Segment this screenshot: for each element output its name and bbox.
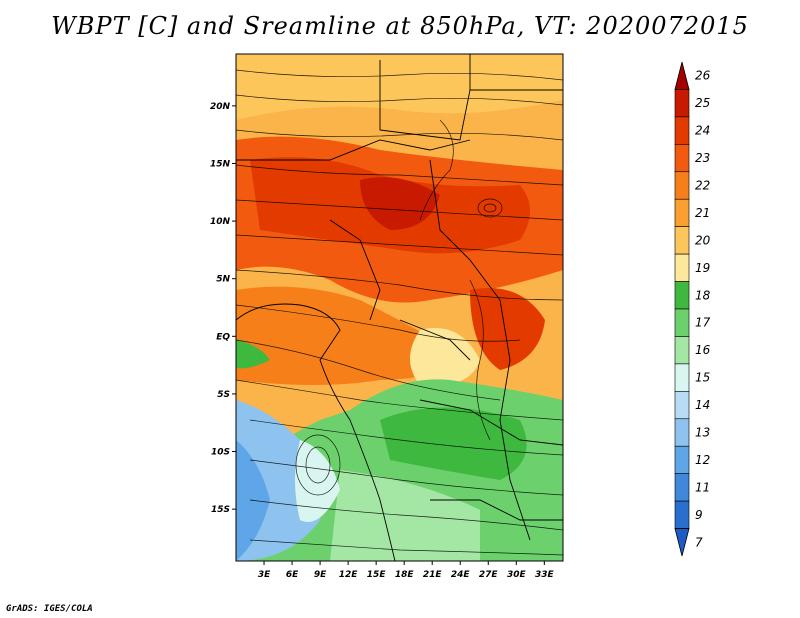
colorbar-label: 21 bbox=[695, 206, 710, 220]
colorbar-label: 22 bbox=[695, 179, 710, 193]
colorbar-label: 9 bbox=[695, 508, 703, 522]
lon-tick-label: 18E bbox=[395, 570, 415, 580]
latitude-axis: 20N 15N 10N 5N EQ 5S 10S 15S bbox=[210, 102, 236, 515]
lat-tick-label: 10S bbox=[211, 448, 230, 458]
colorbar-swatch bbox=[674, 116, 690, 145]
lat-tick-label: EQ bbox=[216, 332, 230, 342]
colorbar-swatch bbox=[674, 336, 690, 365]
colorbar-swatch bbox=[674, 391, 690, 420]
colorbar-swatch bbox=[674, 226, 690, 255]
map-frame bbox=[235, 53, 564, 562]
colorbar-swatch bbox=[674, 89, 690, 118]
colorbar-label: 25 bbox=[695, 96, 710, 110]
lon-tick-label: 3E bbox=[258, 570, 271, 580]
lat-tick-label: 20N bbox=[210, 102, 231, 112]
map-title: WBPT [C] and Sreamline at 850hPa, VT: 20… bbox=[51, 12, 749, 40]
lon-tick-label: 24E bbox=[451, 570, 471, 580]
colorbar-label: 19 bbox=[695, 261, 710, 275]
colorbar-swatch bbox=[674, 418, 690, 447]
colorbar-label: 23 bbox=[695, 151, 710, 165]
colorbar-label: 20 bbox=[695, 233, 711, 247]
colorbar-label: 15 bbox=[695, 371, 710, 385]
colorbar-swatch bbox=[674, 171, 690, 200]
coastlines bbox=[236, 54, 563, 561]
colorbar-swatch bbox=[674, 308, 690, 337]
colorbar-swatch bbox=[674, 500, 690, 529]
grads-credit: GrADS: IGES/COLA bbox=[6, 604, 93, 614]
colorbar-label: 7 bbox=[695, 535, 703, 549]
lon-tick-label: 15E bbox=[367, 570, 387, 580]
longitude-axis: 3E 6E 9E 12E 15E 18E 21E 24E 27E 30E 33E bbox=[258, 561, 555, 580]
colorbar-bottom-arrow bbox=[674, 528, 690, 557]
colorbar-label: 17 bbox=[695, 316, 711, 330]
streamlines bbox=[236, 69, 563, 556]
colorbar-top-arrow bbox=[674, 61, 690, 90]
colorbar-label: 14 bbox=[695, 398, 710, 412]
colorbar-swatch bbox=[674, 363, 690, 392]
colorbar-label: 18 bbox=[695, 288, 711, 302]
colorbar-swatch bbox=[674, 473, 690, 502]
colorbar: 26 25 24 23 22 21 20 19 18 17 16 15 14 13 12 11 9 7 bbox=[674, 61, 711, 557]
colorbar-label: 11 bbox=[695, 480, 710, 494]
lat-tick-label: 5S bbox=[217, 390, 230, 400]
lat-tick-label: 10N bbox=[210, 217, 231, 227]
lat-tick-label: 15S bbox=[211, 505, 230, 515]
temperature-field bbox=[236, 54, 563, 561]
colorbar-swatch bbox=[674, 144, 690, 173]
lon-tick-label: 6E bbox=[286, 570, 299, 580]
colorbar-label: 12 bbox=[695, 453, 710, 467]
lat-tick-label: 5N bbox=[216, 275, 230, 285]
lon-tick-label: 9E bbox=[314, 570, 327, 580]
colorbar-label: 24 bbox=[695, 124, 710, 138]
lat-tick-label: 15N bbox=[210, 159, 231, 169]
lon-tick-label: 12E bbox=[339, 570, 359, 580]
colorbar-label: 13 bbox=[695, 426, 710, 440]
lon-tick-label: 21E bbox=[423, 570, 443, 580]
colorbar-swatch bbox=[674, 281, 690, 310]
lon-tick-label: 27E bbox=[479, 570, 499, 580]
colorbar-label: 16 bbox=[695, 343, 711, 357]
colorbar-swatch bbox=[674, 445, 690, 474]
colorbar-swatch bbox=[674, 253, 690, 282]
colorbar-swatch bbox=[674, 198, 690, 227]
lon-tick-label: 30E bbox=[507, 570, 527, 580]
lon-tick-label: 33E bbox=[535, 570, 555, 580]
colorbar-label: 26 bbox=[695, 69, 711, 83]
